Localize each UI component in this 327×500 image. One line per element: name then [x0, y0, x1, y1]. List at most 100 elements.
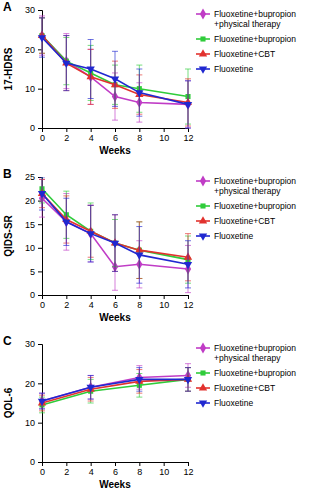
- x-tick-mark: [164, 295, 165, 299]
- x-tick: 4: [89, 128, 94, 143]
- x-tick-label: 10: [159, 300, 169, 310]
- x-tick-label: 2: [64, 133, 69, 143]
- panel-title: B: [3, 167, 12, 181]
- x-axis-title: Weeks: [99, 479, 131, 490]
- x-tick-label: 0: [40, 133, 45, 143]
- x-tick: 6: [113, 128, 118, 143]
- x-tick-mark: [188, 128, 189, 132]
- x-tick-mark: [188, 462, 189, 466]
- x-tick-label: 12: [183, 467, 193, 477]
- legend-item: Fluoxetine+bupropion+physical therapy: [196, 9, 296, 29]
- legend-label-line: Fluoxetine+bupropion: [214, 343, 296, 353]
- x-axis-line: [43, 296, 189, 300]
- panel: A0246810120102030Weeks17-HDRSFluoxetine+…: [3, 0, 296, 156]
- marker: [38, 35, 46, 42]
- x-tick-label: 12: [183, 133, 193, 143]
- legend-label: Fluoxetine+CBT: [214, 383, 275, 393]
- x-tick-mark: [115, 128, 116, 132]
- y-tick-mark: [38, 295, 42, 296]
- y-tick-label: 5: [30, 267, 35, 277]
- legend-item: Fluoxetine: [196, 398, 253, 408]
- legend-label-line: Fluoxetine+CBT: [214, 216, 275, 226]
- y-tick-mark: [38, 224, 42, 225]
- legend-label-line: Fluoxetine+bupropion: [214, 176, 296, 186]
- y-tick-label: 0: [30, 123, 35, 133]
- x-tick-label: 6: [113, 300, 118, 310]
- y-tick-label: 20: [25, 196, 35, 206]
- series-line: [42, 379, 188, 401]
- marker: [111, 241, 119, 248]
- plot-area: [38, 16, 192, 128]
- legend-label: Fluoxetine+CBT: [214, 216, 275, 226]
- x-tick-mark: [164, 462, 165, 466]
- marker: [135, 377, 143, 384]
- plot-area: [38, 364, 192, 413]
- legend-marker: [199, 234, 207, 241]
- x-axis-title: Weeks: [99, 312, 131, 323]
- y-axis: 0102030: [25, 5, 43, 133]
- marker: [87, 231, 95, 238]
- y-tick-label: 20: [25, 45, 35, 55]
- x-tick-mark: [91, 462, 92, 466]
- legend-item: Fluoxetine+bupropion: [196, 201, 296, 211]
- y-tick: 10: [25, 243, 42, 253]
- y-axis-title: QOL-6: [3, 387, 14, 418]
- x-tick: 2: [64, 462, 69, 477]
- y-tick-label: 0: [30, 290, 35, 300]
- x-tick-mark: [66, 295, 67, 299]
- x-tick-label: 8: [137, 467, 142, 477]
- legend-marker: [199, 67, 207, 74]
- legend-label: Fluoxetine: [214, 398, 253, 408]
- y-tick-label: 25: [25, 172, 35, 182]
- x-tick: 4: [89, 462, 94, 477]
- legend-marker: [199, 49, 207, 56]
- x-tick-mark: [139, 128, 140, 132]
- legend-label-line: Fluoxetine+CBT: [214, 49, 275, 59]
- legend-label-line: Fluoxetine+CBT: [214, 383, 275, 393]
- panel-title: C: [3, 334, 12, 348]
- series-line: [42, 379, 188, 405]
- y-tick: 30: [25, 5, 42, 15]
- legend-label: Fluoxetine+bupropion+physical therapy: [214, 9, 296, 29]
- legend-label-line: Fluoxetine: [214, 64, 253, 74]
- marker: [38, 399, 46, 406]
- x-tick: 2: [64, 295, 69, 310]
- y-tick-mark: [38, 248, 42, 249]
- y-tick: 10: [25, 418, 42, 428]
- x-tick-label: 4: [89, 133, 94, 143]
- legend: Fluoxetine+bupropion+physical therapyFlu…: [196, 343, 296, 408]
- marker: [135, 90, 143, 97]
- x-tick-mark: [66, 462, 67, 466]
- x-axis-line: [43, 129, 189, 133]
- y-tick-label: 20: [25, 379, 35, 389]
- y-tick: 15: [25, 220, 42, 230]
- x-tick: 4: [89, 295, 94, 310]
- marker: [38, 191, 46, 198]
- legend-label: Fluoxetine+bupropion+physical therapy: [214, 176, 296, 196]
- marker: [184, 102, 192, 109]
- x-tick: 12: [183, 295, 193, 310]
- x-tick-mark: [139, 462, 140, 466]
- legend-marker: [200, 36, 205, 41]
- x-tick-mark: [188, 295, 189, 299]
- y-tick-mark: [38, 423, 42, 424]
- x-tick: 0: [40, 462, 45, 477]
- x-tick: 12: [183, 128, 193, 143]
- y-tick-label: 15: [25, 220, 35, 230]
- series-line: [42, 379, 188, 403]
- x-tick-mark: [115, 295, 116, 299]
- x-tick-label: 2: [64, 300, 69, 310]
- legend-item: Fluoxetine+CBT: [196, 216, 275, 226]
- legend-label-line: Fluoxetine+bupropion: [214, 34, 296, 44]
- y-tick-mark: [38, 10, 42, 11]
- legend-item: Fluoxetine+bupropion: [196, 34, 296, 44]
- y-axis-title: 17-HDRS: [3, 47, 14, 90]
- x-axis: 024681012: [40, 462, 194, 477]
- y-tick-label: 10: [25, 243, 35, 253]
- x-tick-label: 0: [40, 300, 45, 310]
- y-tick: 20: [25, 379, 42, 389]
- x-tick: 8: [137, 128, 142, 143]
- x-tick: 12: [183, 462, 193, 477]
- x-tick: 0: [40, 295, 45, 310]
- marker: [62, 219, 70, 226]
